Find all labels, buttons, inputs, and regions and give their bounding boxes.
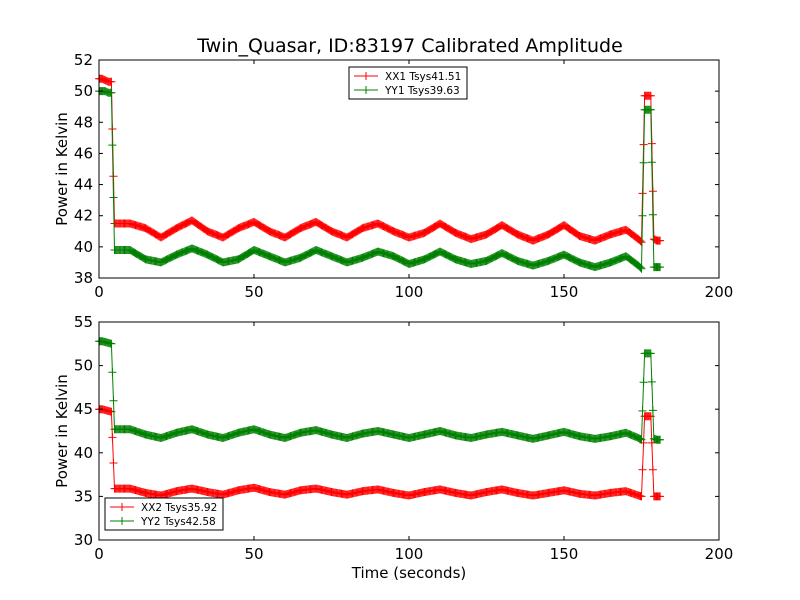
data-point <box>647 377 656 386</box>
legend-label: XX1 Tsys41.51 <box>385 71 461 83</box>
data-point <box>109 459 118 467</box>
data-point <box>647 158 656 167</box>
x-tick-label: 50 <box>244 545 263 563</box>
legend-box <box>348 66 468 100</box>
legend-marker <box>362 72 370 80</box>
data-point <box>636 435 645 444</box>
data-point <box>639 378 648 387</box>
chart-bottom: 0 50 100 150 200 30 35 40 45 50 55 Power in Kelvin T… <box>53 313 733 582</box>
x-tick-label: 0 <box>94 283 104 301</box>
data-point <box>107 88 116 97</box>
data-point <box>656 263 665 272</box>
legend-box <box>104 497 224 531</box>
data-point <box>639 158 648 167</box>
x-tick-label: 0 <box>94 545 104 563</box>
y-tick-label: 44 <box>74 176 93 194</box>
data-point <box>108 433 117 442</box>
data-point <box>107 339 116 348</box>
series-yy2 <box>95 337 665 444</box>
y-axis-label: Power in Kelvin <box>53 112 71 226</box>
data-point <box>636 237 645 246</box>
series-yy1 <box>95 87 665 273</box>
data-point <box>108 368 117 377</box>
data-point <box>646 105 655 114</box>
y-tick-label: 48 <box>74 113 93 131</box>
data-point <box>637 264 646 273</box>
y-tick-label: 40 <box>74 444 93 462</box>
x-tick-label: 150 <box>550 283 579 301</box>
chart-top: 0 50 100 150 200 38 40 42 44 46 48 50 52 Power in Kel… <box>53 51 733 301</box>
x-axis-label: Time (seconds) <box>351 564 467 582</box>
data-point <box>109 396 118 405</box>
x-tick-label: 100 <box>395 545 424 563</box>
data-point <box>638 465 647 474</box>
y-tick-label: 35 <box>74 487 93 505</box>
x-tick-label: 100 <box>395 283 424 301</box>
data-point <box>656 236 665 245</box>
y-tick-label: 55 <box>74 313 93 331</box>
legend-label: XX2 Tsys35.92 <box>141 502 217 514</box>
x-tick-label: 150 <box>550 545 579 563</box>
y-tick-label: 30 <box>74 531 93 549</box>
series-xx2 <box>95 405 665 501</box>
data-point <box>646 349 655 358</box>
data-point <box>638 211 647 220</box>
y-tick-label: 50 <box>74 357 93 375</box>
x-tick-label: 200 <box>705 283 734 301</box>
y-axis-label: Power in Kelvin <box>53 374 71 488</box>
legend-label: YY2 Tsys42.58 <box>140 516 216 528</box>
data-point <box>656 435 665 444</box>
data-point <box>646 91 655 100</box>
legend-marker <box>118 517 126 525</box>
x-tick-label: 200 <box>705 545 734 563</box>
y-tick-label: 50 <box>74 82 93 100</box>
data-point <box>637 435 646 444</box>
y-tick-label: 45 <box>74 400 93 418</box>
legend: XX2 Tsys35.92 YY2 Tsys42.58 <box>104 497 224 531</box>
y-tick-label: 38 <box>74 269 93 287</box>
data-point <box>635 262 644 271</box>
data-point <box>656 492 665 501</box>
y-tick-label: 52 <box>74 51 93 69</box>
legend-label: YY1 Tsys39.63 <box>384 85 460 97</box>
data-point <box>108 141 117 150</box>
y-tick-label: 40 <box>74 238 93 256</box>
legend-marker <box>362 86 370 94</box>
series-xx1 <box>95 74 665 247</box>
data-point <box>648 406 657 415</box>
data-point <box>648 210 657 219</box>
data-point <box>648 465 657 474</box>
chart-title: Twin_Quasar, ID:83197 Calibrated Amplitu… <box>196 35 623 57</box>
data-point <box>636 263 645 272</box>
x-tick-label: 50 <box>244 283 263 301</box>
legend: XX1 Tsys41.51 YY1 Tsys39.63 <box>348 66 468 100</box>
data-point <box>638 406 647 415</box>
legend-marker <box>118 503 126 511</box>
data-point <box>637 492 646 501</box>
y-tick-label: 42 <box>74 207 93 225</box>
y-tick-label: 46 <box>74 144 93 162</box>
data-point <box>109 193 118 202</box>
data-point <box>107 77 116 86</box>
